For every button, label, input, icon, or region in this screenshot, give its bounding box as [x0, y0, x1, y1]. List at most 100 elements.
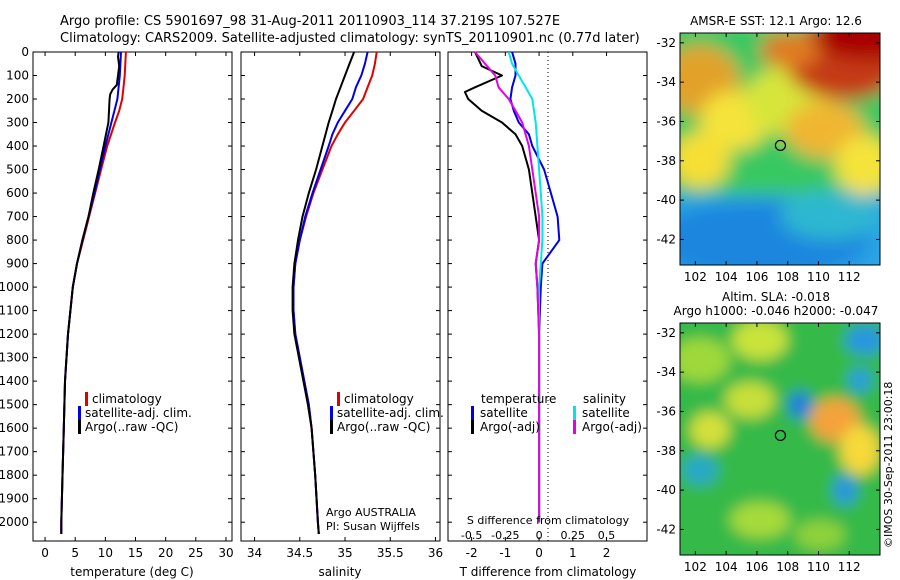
imos-credit: ©IMOS 30-Sep-2011 23:00:18 [882, 382, 895, 548]
x-tick-label: 35.5 [377, 546, 404, 560]
x-tick-label: 34 [247, 546, 262, 560]
depth-tick-label: 1300 [0, 351, 29, 365]
t-difference-x-label: T difference from climatology [459, 565, 637, 579]
legend-swatch-salinity-satellite [573, 406, 576, 420]
x-tick-label: 20 [158, 546, 173, 560]
legend-swatch-climatology [337, 392, 340, 406]
legend-swatch-satellite [78, 406, 81, 420]
series-line [292, 51, 369, 534]
series-line [291, 51, 356, 534]
legend-swatch-argo [330, 420, 333, 434]
map-x-tick-label: 102 [684, 560, 707, 574]
sst-map-frame [679, 32, 881, 266]
s-tick-label: 0 [536, 529, 543, 542]
depth-tick-label: 1200 [0, 327, 29, 341]
x-tick-label: 2 [603, 546, 611, 560]
salinity-panel: 34 34.5 35 35.5 36 salinity climatology sate… [240, 51, 444, 579]
x-tick-label: 34.5 [286, 546, 313, 560]
s-difference-title: S difference from climatology [467, 514, 630, 527]
depth-tick-label: 1400 [0, 374, 29, 388]
depth-tick-label: 300 [6, 116, 29, 130]
temperature-panel: 0100200300400500600700800900100011001200… [0, 45, 647, 579]
salinity-series [291, 51, 378, 534]
depth-tick-label: 700 [6, 210, 29, 224]
map-y-tick-label: -40 [656, 193, 676, 207]
map-y-tick-label: -36 [656, 114, 676, 128]
s-tick-label: -0.5 [461, 529, 482, 542]
legend-label-satellite: satellite-adj. clim. [85, 406, 192, 420]
s-tick-label: 0.5 [598, 529, 616, 542]
x-tick-label: 0 [41, 546, 49, 560]
s-difference-axis: -0.5 -0.25 0 0.25 0.5 [461, 529, 615, 542]
map-x-tick-label: 108 [776, 270, 799, 284]
difference-legend: temperature salinity satellite Argo(-adj… [471, 392, 642, 434]
map-y-tick-label: -32 [656, 326, 676, 340]
map-y-tick-label: -38 [656, 444, 676, 458]
depth-tick-label: 1900 [0, 492, 29, 506]
legend-swatch-climatology [85, 392, 88, 406]
map-x-tick-label: 106 [745, 270, 768, 284]
map-y-tick-label: -32 [656, 36, 676, 50]
s-tick-label: -0.25 [491, 529, 519, 542]
difference-series [463, 51, 561, 523]
legend-label-temperature-satellite: satellite [480, 406, 528, 420]
depth-tick-label: 600 [6, 186, 29, 200]
x-tick-label: 5 [71, 546, 79, 560]
sla-heatmap [680, 323, 880, 555]
depth-tick-label: 800 [6, 233, 29, 247]
legend-swatch-temperature-argo [471, 420, 474, 434]
salinity-x-axis: 34 34.5 35 35.5 36 [247, 52, 443, 560]
map-x-tick-label: 104 [715, 270, 738, 284]
map-x-tick-label: 102 [684, 270, 707, 284]
salinity-plot-frame [240, 51, 441, 542]
sla-map-panel: Altim. SLA: -0.018 Argo h1000: -0.046 h2… [656, 290, 881, 574]
depth-tick-label: 0 [21, 45, 29, 59]
argo-position-marker [774, 139, 787, 152]
depth-tick-label: 2000 [0, 515, 29, 529]
x-tick-label: 25 [188, 546, 203, 560]
argo-position-marker [774, 429, 787, 442]
series-line [60, 51, 122, 534]
x-tick-label: 35 [337, 546, 352, 560]
depth-tick-label: 1100 [0, 304, 29, 318]
legend-swatch-argo [78, 420, 81, 434]
principal-investigator-label: PI: Susan Wijffels [326, 520, 420, 533]
sst-heatmap [680, 33, 880, 265]
temperature-plot-frame [32, 51, 233, 542]
map-y-tick-label: -34 [656, 365, 676, 379]
depth-tick-label: 1600 [0, 421, 29, 435]
depth-axis: 0 100 200 300 400 500 600 700 800 900 1000 1100 1200… [0, 45, 647, 529]
depth-tick-label: 100 [6, 69, 29, 83]
series-line [474, 51, 541, 523]
salinity-x-label: salinity [318, 565, 361, 579]
depth-tick-label: 1500 [0, 398, 29, 412]
legend-title-salinity: salinity [583, 392, 626, 406]
x-tick-label: -2 [466, 546, 478, 560]
difference-panel: -2 -1 0 1 2 -0.5 -0.25 0 0.25 0.5 S difference f… [447, 51, 648, 579]
map-x-tick-label: 112 [838, 560, 861, 574]
temperature-x-axis: 0 5 10 15 20 25 30 [41, 52, 234, 560]
map-x-tick-label: 104 [715, 560, 738, 574]
map-y-tick-label: -40 [656, 483, 676, 497]
map-x-tick-label: 108 [776, 560, 799, 574]
depth-tick-label: 200 [6, 92, 29, 106]
s-tick-label: 0.25 [561, 529, 586, 542]
depth-tick-label: 1000 [0, 280, 29, 294]
depth-tick-label: 1800 [0, 468, 29, 482]
legend-title-temperature: temperature [481, 392, 556, 406]
map-x-tick-label: 110 [807, 270, 830, 284]
x-tick-label: 15 [128, 546, 143, 560]
legend-label-climatology: climatology [92, 392, 162, 406]
map-y-tick-label: -36 [656, 404, 676, 418]
depth-tick-label: 500 [6, 163, 29, 177]
temperature-series [60, 51, 127, 534]
x-tick-label: 1 [569, 546, 577, 560]
map-x-tick-label: 112 [838, 270, 861, 284]
map-x-tick-label: 106 [745, 560, 768, 574]
depth-tick-label: 900 [6, 257, 29, 271]
sst-map-axes: 102 104 106 108 110 112 -32 -34 -36 -38 -40 -42 [656, 33, 880, 284]
series-line [60, 51, 127, 534]
argo-program-label: Argo AUSTRALIA [326, 506, 416, 519]
sst-map-title: AMSR-E SST: 12.1 Argo: 12.6 [690, 14, 862, 28]
t-difference-x-axis: -2 -1 0 1 2 [466, 52, 611, 560]
